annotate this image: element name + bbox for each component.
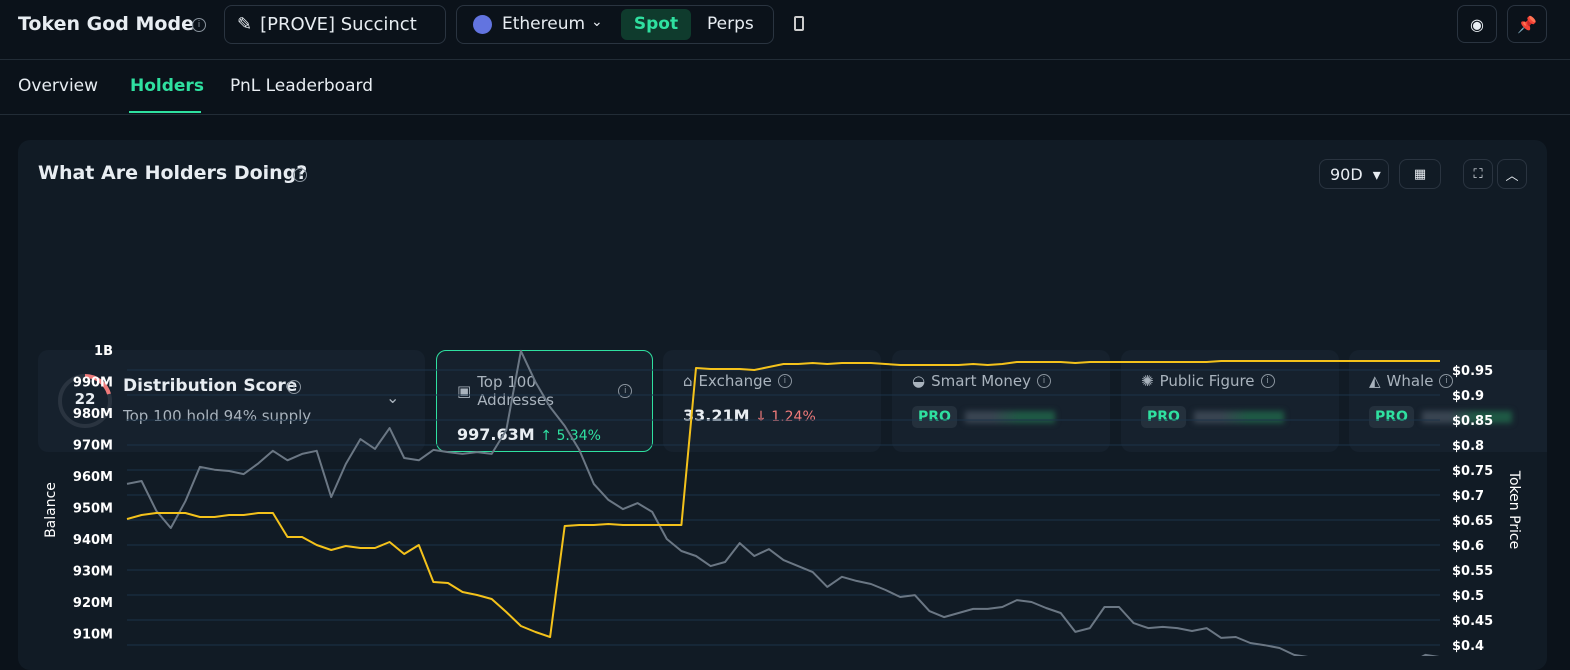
y-tick-label: 950M	[73, 502, 113, 517]
y2-tick-label: $0.55	[1452, 564, 1493, 579]
y-axis-title: Balance	[43, 482, 59, 538]
series-line	[126, 349, 1440, 656]
panel-title: What Are Holders Doing?	[38, 162, 308, 184]
caret: ▾	[1372, 164, 1381, 184]
chain-name[interactable]: Ethereum	[502, 14, 586, 34]
eth-icon	[473, 15, 492, 34]
tab[interactable]: Overview	[18, 76, 99, 96]
y-tick-label: 940M	[73, 533, 113, 548]
pro-badge: PRO	[1369, 406, 1414, 428]
y-tick-label: 910M	[73, 628, 113, 643]
y2-tick-label: $0.6	[1452, 539, 1484, 554]
card-label: Public Figure	[1159, 372, 1255, 390]
y2-axis-title: Token Price	[1506, 470, 1522, 549]
y-tick-label: 920M	[73, 596, 113, 611]
chevron[interactable]: ⌄	[386, 388, 400, 407]
calendar-button[interactable]: ▦	[1399, 159, 1441, 189]
y-tick-label: 970M	[73, 439, 113, 454]
blurred	[1421, 410, 1512, 423]
y2-tick-label: $0.75	[1452, 464, 1493, 479]
card-label: Smart Money	[931, 372, 1031, 390]
page: Token God Mode i ✎ [PROVE] Succinct Ether…	[0, 5, 1570, 670]
card-change: 1.24%	[771, 409, 816, 425]
card-label: Whale	[1386, 372, 1434, 390]
y2-tick-label: $0.5	[1452, 589, 1484, 604]
stat-card[interactable]: ✺ Public Figure i PRO	[1121, 350, 1339, 452]
y-tick-label: 990M	[73, 376, 113, 391]
tab-underline	[129, 111, 201, 113]
y2-tick-label: $0.7	[1452, 489, 1484, 504]
info-icon[interactable]: i	[293, 168, 307, 182]
pro-badge: PRO	[912, 406, 957, 428]
tab-active[interactable]: Holders	[130, 76, 204, 96]
chevron[interactable]: ⌄	[591, 14, 603, 30]
pin-button[interactable]: 📌	[1507, 5, 1547, 43]
period: 90D	[1330, 164, 1363, 184]
y2-tick-label: $0.9	[1452, 389, 1484, 404]
y2-tick-label: $0.65	[1452, 514, 1493, 529]
divider	[0, 114, 1570, 115]
app-title: Token God Mode	[18, 13, 194, 35]
card-value: 997.63M	[457, 425, 535, 444]
tab[interactable]: PnL Leaderboard	[230, 76, 373, 96]
mode-tab[interactable]: Perps	[707, 14, 754, 34]
copy-icon[interactable]	[794, 16, 804, 31]
info-icon[interactable]: i	[192, 18, 206, 32]
y-tick-label: 1B	[94, 344, 113, 359]
y2-tick-label: $0.45	[1452, 614, 1493, 629]
token-selector[interactable]: ✎ [PROVE] Succinct	[224, 5, 446, 44]
chain-mode-group: Ethereum ⌄ Spot Perps	[456, 5, 774, 44]
divider	[0, 59, 1570, 60]
y-tick-label: 930M	[73, 565, 113, 580]
stat-card[interactable]: ◭ Whale i PRO	[1349, 350, 1547, 452]
pro-badge: PRO	[1141, 406, 1186, 428]
stat-card[interactable]: ◒ Smart Money i PRO	[892, 350, 1110, 452]
card-title: Distribution Score	[123, 376, 298, 396]
y-tick-label: 960M	[73, 470, 113, 485]
series-line	[126, 360, 1440, 638]
y-tick-label: 980M	[73, 407, 113, 422]
chart: $0.95 $0.9 $0.85 $0.8 $0.75 $0.7 $0.65 $0.6 $0.5…	[43, 344, 1522, 656]
watch-button[interactable]: ◉	[1457, 5, 1497, 43]
info-icon[interactable]: i	[287, 380, 301, 394]
stat-card[interactable]: ▣ Top 100 Addresses i 997.63M ↑ 5.34%	[436, 350, 653, 452]
y2-tick-label: $0.8	[1452, 439, 1484, 454]
period-select[interactable]: 90D ▾	[1319, 159, 1389, 189]
mode-tab[interactable]: Spot	[621, 9, 691, 40]
y2-tick-label: $0.85	[1452, 414, 1493, 429]
edit-icon: ✎	[237, 14, 253, 35]
collapse-button[interactable]: ︿	[1497, 159, 1527, 189]
card-label: Exchange	[698, 372, 772, 390]
token-name: [PROVE] Succinct	[260, 14, 417, 35]
score-ring	[58, 374, 112, 428]
expand-button[interactable]: ⛶	[1463, 159, 1493, 189]
y2-tick-label: $0.4	[1452, 639, 1484, 654]
score: 22	[74, 390, 96, 408]
y2-tick-label: $0.95	[1452, 364, 1493, 379]
